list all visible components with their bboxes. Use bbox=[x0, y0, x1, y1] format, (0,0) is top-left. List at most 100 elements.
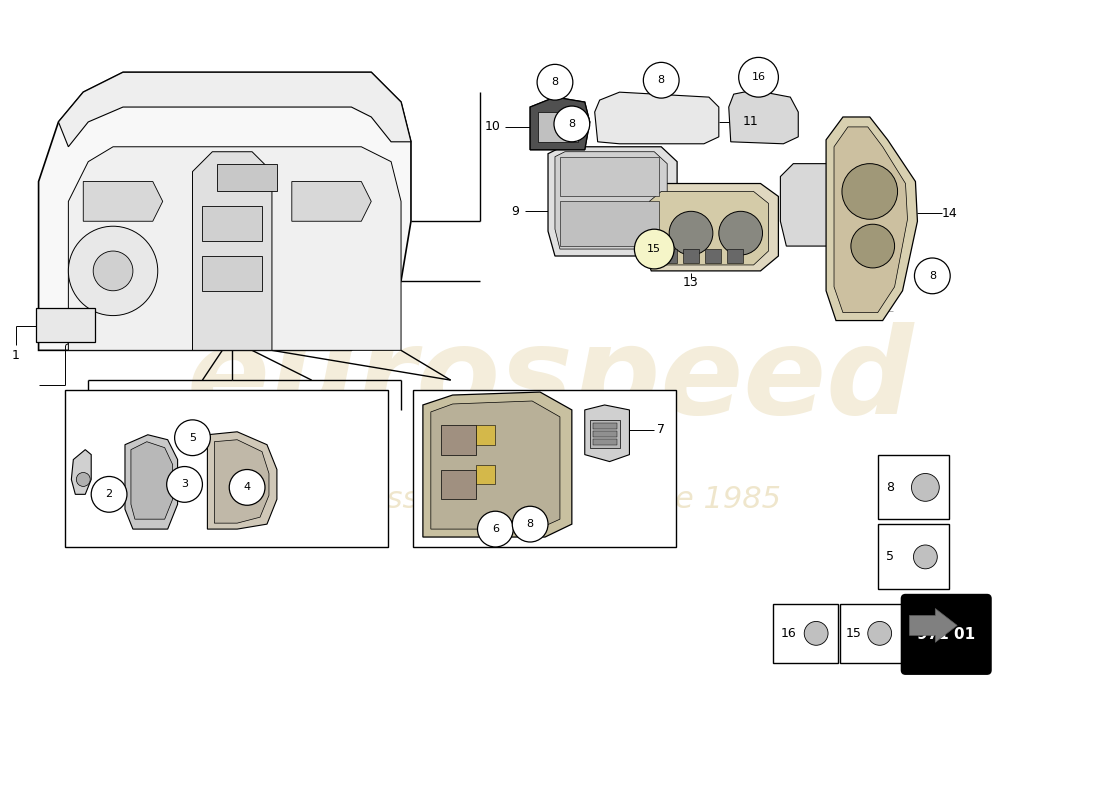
Circle shape bbox=[718, 211, 762, 255]
FancyBboxPatch shape bbox=[475, 425, 495, 445]
FancyBboxPatch shape bbox=[35, 308, 96, 342]
Polygon shape bbox=[641, 183, 779, 271]
FancyBboxPatch shape bbox=[202, 206, 262, 241]
Text: 8: 8 bbox=[658, 75, 664, 86]
Polygon shape bbox=[39, 72, 411, 350]
FancyBboxPatch shape bbox=[661, 249, 678, 263]
Polygon shape bbox=[556, 152, 668, 249]
Circle shape bbox=[739, 58, 779, 97]
Text: 14: 14 bbox=[942, 207, 957, 220]
Circle shape bbox=[644, 62, 679, 98]
FancyBboxPatch shape bbox=[878, 524, 949, 589]
FancyBboxPatch shape bbox=[683, 249, 698, 263]
FancyBboxPatch shape bbox=[441, 470, 475, 499]
FancyBboxPatch shape bbox=[902, 594, 991, 674]
Circle shape bbox=[537, 64, 573, 100]
Text: 16: 16 bbox=[780, 627, 796, 640]
Text: 8: 8 bbox=[928, 271, 936, 281]
Text: 5: 5 bbox=[189, 433, 196, 442]
Text: 15: 15 bbox=[846, 627, 861, 640]
FancyBboxPatch shape bbox=[878, 454, 949, 519]
Text: 8: 8 bbox=[551, 78, 559, 87]
FancyBboxPatch shape bbox=[840, 603, 904, 663]
FancyBboxPatch shape bbox=[593, 438, 616, 445]
Text: a passion for parts since 1985: a passion for parts since 1985 bbox=[319, 485, 781, 514]
Circle shape bbox=[477, 511, 514, 547]
FancyBboxPatch shape bbox=[412, 390, 676, 547]
FancyBboxPatch shape bbox=[593, 430, 616, 437]
Circle shape bbox=[229, 470, 265, 506]
Polygon shape bbox=[910, 609, 957, 642]
FancyBboxPatch shape bbox=[593, 423, 616, 429]
Circle shape bbox=[175, 420, 210, 456]
Polygon shape bbox=[834, 127, 907, 313]
Text: 10: 10 bbox=[484, 121, 500, 134]
Polygon shape bbox=[84, 182, 163, 222]
Polygon shape bbox=[431, 401, 560, 529]
Polygon shape bbox=[530, 97, 590, 150]
Text: 13: 13 bbox=[683, 276, 698, 290]
Text: 3: 3 bbox=[182, 479, 188, 490]
Circle shape bbox=[804, 622, 828, 646]
FancyBboxPatch shape bbox=[773, 603, 838, 663]
Circle shape bbox=[68, 226, 157, 315]
Text: 8: 8 bbox=[886, 481, 893, 494]
Polygon shape bbox=[125, 434, 177, 529]
FancyBboxPatch shape bbox=[705, 249, 720, 263]
Text: 2: 2 bbox=[106, 490, 112, 499]
Circle shape bbox=[76, 473, 90, 486]
FancyBboxPatch shape bbox=[560, 157, 659, 197]
Text: 12: 12 bbox=[872, 195, 888, 208]
Circle shape bbox=[868, 622, 892, 646]
Polygon shape bbox=[208, 432, 277, 529]
Polygon shape bbox=[292, 182, 372, 222]
FancyBboxPatch shape bbox=[65, 390, 388, 547]
Polygon shape bbox=[422, 392, 572, 537]
Circle shape bbox=[167, 466, 202, 502]
Circle shape bbox=[851, 224, 894, 268]
Text: eurospeed: eurospeed bbox=[186, 322, 914, 438]
Circle shape bbox=[91, 477, 127, 512]
Polygon shape bbox=[530, 97, 590, 150]
Text: 16: 16 bbox=[751, 72, 766, 82]
Polygon shape bbox=[585, 405, 629, 462]
Text: 8: 8 bbox=[527, 519, 534, 529]
Text: 4: 4 bbox=[243, 482, 251, 492]
Circle shape bbox=[912, 474, 939, 502]
Circle shape bbox=[842, 164, 898, 219]
FancyBboxPatch shape bbox=[475, 465, 495, 485]
FancyBboxPatch shape bbox=[727, 249, 742, 263]
FancyBboxPatch shape bbox=[538, 112, 578, 142]
Text: 7: 7 bbox=[657, 423, 665, 436]
Polygon shape bbox=[826, 117, 917, 321]
Polygon shape bbox=[58, 72, 411, 146]
Circle shape bbox=[914, 258, 950, 294]
Circle shape bbox=[635, 229, 674, 269]
Polygon shape bbox=[780, 164, 848, 246]
FancyBboxPatch shape bbox=[441, 425, 475, 454]
Polygon shape bbox=[595, 92, 718, 144]
FancyBboxPatch shape bbox=[560, 202, 659, 246]
Polygon shape bbox=[214, 440, 270, 523]
Text: 11: 11 bbox=[742, 115, 759, 129]
Text: 8: 8 bbox=[569, 119, 575, 129]
Circle shape bbox=[669, 211, 713, 255]
FancyBboxPatch shape bbox=[218, 164, 277, 191]
Text: 5: 5 bbox=[886, 550, 893, 563]
Circle shape bbox=[554, 106, 590, 142]
Polygon shape bbox=[548, 146, 678, 256]
Circle shape bbox=[94, 251, 133, 290]
Circle shape bbox=[913, 545, 937, 569]
Text: 971 01: 971 01 bbox=[917, 627, 976, 642]
Text: 6: 6 bbox=[492, 524, 499, 534]
Polygon shape bbox=[72, 450, 91, 494]
Text: 15: 15 bbox=[647, 244, 661, 254]
Polygon shape bbox=[649, 191, 769, 265]
FancyBboxPatch shape bbox=[590, 420, 619, 448]
Polygon shape bbox=[728, 90, 799, 144]
Polygon shape bbox=[192, 152, 272, 350]
Circle shape bbox=[513, 506, 548, 542]
Text: 1: 1 bbox=[12, 349, 20, 362]
Polygon shape bbox=[68, 146, 402, 350]
Text: 9: 9 bbox=[512, 205, 519, 218]
